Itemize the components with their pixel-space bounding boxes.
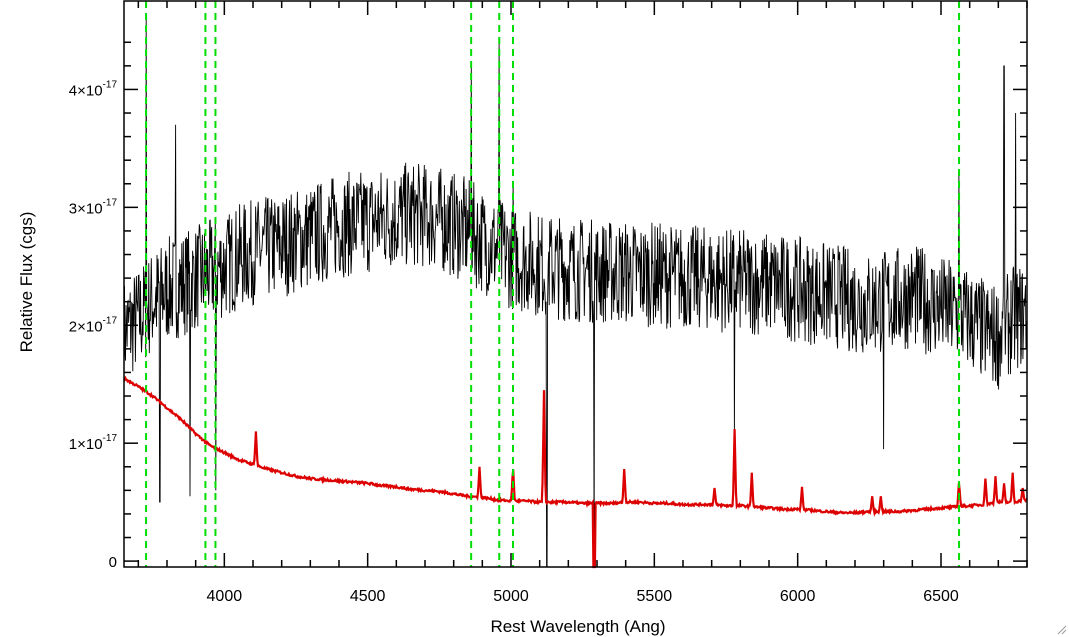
y-tick-label: 3×10-17	[69, 197, 118, 217]
tick-layer	[124, 1, 1028, 567]
x-axis-label: Rest Wavelength (Ang)	[490, 617, 665, 636]
y-tick-label: 2×10-17	[69, 315, 118, 335]
x-tick-label: 5500	[637, 588, 673, 605]
x-tick-label: 4000	[207, 588, 243, 605]
tick-label-layer: 4000 4500 5000 5500 6000 6500 0 1×10-17 2×10-17 3…	[69, 79, 959, 605]
x-tick-label: 4500	[350, 588, 386, 605]
y-tick-label: 4×10-17	[69, 79, 118, 99]
series-line-model	[123, 375, 1028, 569]
x-tick-label: 6500	[923, 588, 959, 605]
y-tick-label: 1×10-17	[69, 433, 118, 453]
plot-frame	[123, 0, 1028, 568]
series-layer	[123, 18, 1028, 569]
y-axis-label: Relative Flux (cgs)	[17, 212, 36, 353]
x-tick-label: 6000	[780, 588, 816, 605]
series-line-observed	[123, 18, 1027, 568]
line-marker-layer	[145, 1, 961, 567]
y-tick-label: 0	[109, 554, 117, 571]
resize-grip-icon[interactable]	[1055, 623, 1067, 635]
x-tick-label: 5000	[493, 588, 529, 605]
